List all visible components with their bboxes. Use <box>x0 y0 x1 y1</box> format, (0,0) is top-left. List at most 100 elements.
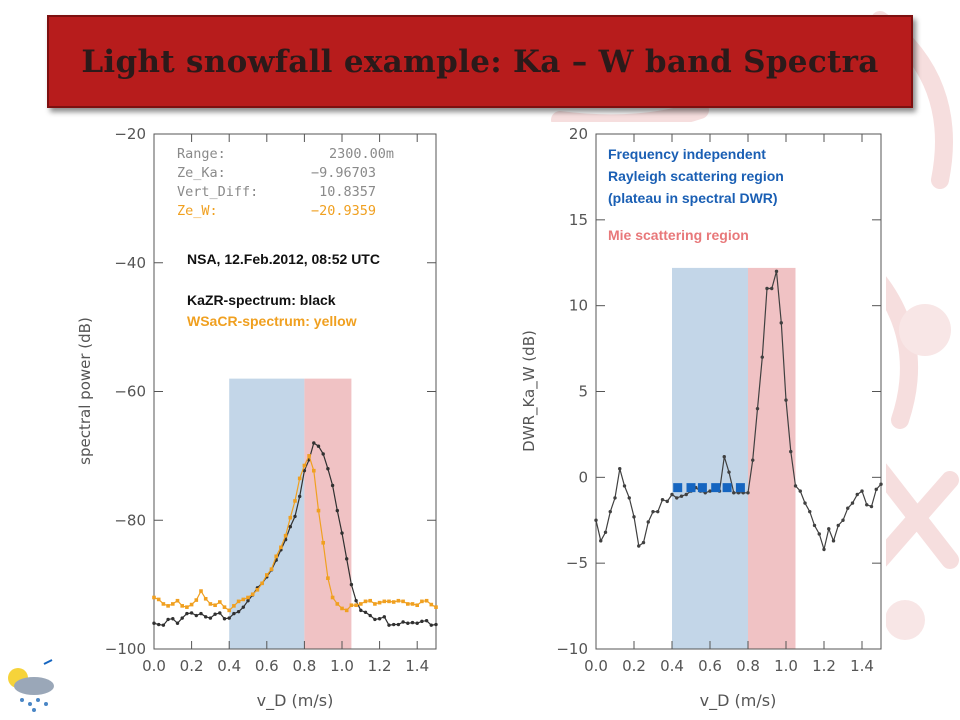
data-point <box>312 468 316 473</box>
data-point <box>199 589 203 593</box>
data-point <box>194 598 199 602</box>
data-point <box>392 622 396 627</box>
x-tick-label: 0.8 <box>292 657 316 675</box>
data-point <box>241 597 246 602</box>
data-point <box>227 616 231 620</box>
data-point <box>860 489 864 493</box>
data-point <box>166 617 170 622</box>
title-banner: Light snowfall example: Ka – W band Spec… <box>47 15 913 108</box>
watermark-stroke <box>871 471 959 569</box>
data-point <box>424 618 429 623</box>
data-point <box>637 544 641 548</box>
data-point <box>784 398 788 402</box>
data-point <box>349 603 354 608</box>
dwr-plot: 0.0 0.2 0.4 0.6 0.8 1.0 1.2 1.4 −10 −5 0 5 10 15 20 v… <box>520 125 883 711</box>
data-point <box>406 602 410 606</box>
weather-logo-icon <box>8 659 54 712</box>
data-point <box>326 467 330 471</box>
data-point <box>260 581 264 586</box>
data-point <box>603 530 608 534</box>
data-point <box>850 501 855 505</box>
data-point <box>236 599 241 604</box>
data-point <box>302 468 307 473</box>
data-point <box>641 540 646 545</box>
info-zew-value: −20.9359 <box>311 203 376 219</box>
data-point <box>827 527 831 531</box>
data-point <box>377 600 382 605</box>
data-point <box>152 595 156 600</box>
rain-drop-icon <box>32 708 36 712</box>
data-point <box>420 599 424 604</box>
data-point <box>363 610 368 615</box>
data-point <box>279 545 283 550</box>
info-range-label: Range: <box>177 146 226 162</box>
data-point <box>434 622 438 627</box>
data-point <box>660 497 665 502</box>
data-point <box>307 454 311 458</box>
data-point <box>213 612 217 616</box>
data-point <box>265 573 269 577</box>
data-point <box>679 494 684 498</box>
info-zeka-value: −9.96703 <box>311 165 376 181</box>
x-tick-label: 1.2 <box>368 657 392 675</box>
data-point <box>874 487 878 492</box>
data-point <box>218 611 222 615</box>
y-tick-label: −20 <box>114 125 146 143</box>
data-point <box>831 539 836 543</box>
lightning-icon <box>43 659 53 665</box>
data-point <box>751 458 755 462</box>
data-point <box>420 619 424 624</box>
data-point <box>765 286 769 291</box>
data-point <box>396 598 401 603</box>
y-tick-label: −80 <box>114 511 146 529</box>
data-point <box>255 587 260 592</box>
y-axis-label: DWR_Ka_W (dB) <box>520 330 539 452</box>
data-point <box>246 595 250 600</box>
data-point <box>171 617 175 621</box>
data-point <box>166 604 170 608</box>
data-point <box>349 582 354 587</box>
data-point <box>368 598 372 603</box>
data-point <box>330 595 335 600</box>
data-point <box>297 476 302 481</box>
annotation-ka-spectrum: KaZR-spectrum: black <box>187 292 336 308</box>
data-point <box>368 613 372 618</box>
data-point <box>670 492 674 497</box>
data-point <box>656 509 660 514</box>
info-zew-label: Ze_W: <box>177 203 218 219</box>
data-point <box>434 605 438 609</box>
data-point <box>746 491 750 495</box>
data-point <box>340 531 344 535</box>
data-point <box>302 463 307 468</box>
data-point <box>293 514 297 519</box>
data-point <box>622 484 627 488</box>
data-point <box>199 611 203 616</box>
data-point <box>340 606 344 611</box>
x-axis-label: v_D (m/s) <box>257 691 334 711</box>
rain-drop-icon <box>44 702 48 706</box>
x-tick-label: 1.0 <box>330 657 354 675</box>
shaded-region <box>304 378 352 649</box>
y-tick-label: −10 <box>556 640 588 658</box>
data-point <box>161 623 166 627</box>
dwr-chart: 0.0 0.2 0.4 0.6 0.8 1.0 1.2 1.4 −10 −5 0 5 10 15 20 v… <box>514 122 886 720</box>
data-point <box>189 602 194 607</box>
data-point <box>865 503 869 507</box>
data-point <box>613 496 617 500</box>
data-point <box>363 599 368 604</box>
rain-drop-icon <box>20 698 24 702</box>
annotation-rayleigh-line1: Frequency independent <box>608 146 766 162</box>
watermark-dot <box>885 600 925 640</box>
data-point <box>651 509 655 514</box>
data-point <box>180 616 184 620</box>
data-point <box>755 406 760 411</box>
data-point <box>354 599 358 603</box>
rain-drop-icon <box>36 698 40 702</box>
plateau-marker <box>686 483 696 493</box>
data-point <box>803 501 807 505</box>
data-point <box>185 611 189 616</box>
data-point <box>675 496 679 500</box>
data-point <box>335 602 340 606</box>
data-point <box>732 491 736 495</box>
info-range-value: 2300.00m <box>329 146 394 162</box>
